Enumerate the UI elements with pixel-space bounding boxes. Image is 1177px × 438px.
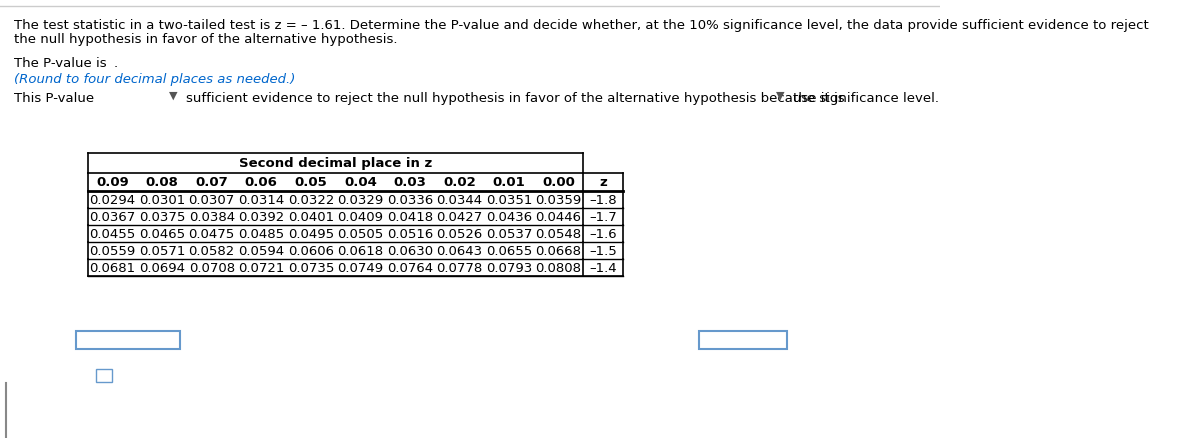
Text: 0.0336: 0.0336 bbox=[387, 194, 433, 207]
Text: 0.04: 0.04 bbox=[344, 176, 377, 189]
Text: 0.0465: 0.0465 bbox=[139, 227, 185, 240]
Text: 0.00: 0.00 bbox=[543, 176, 576, 189]
Text: 0.0322: 0.0322 bbox=[287, 194, 334, 207]
Text: 0.0559: 0.0559 bbox=[89, 244, 135, 258]
Text: The test statistic in a two-tailed test is z = – 1.61. Determine the P-value and: The test statistic in a two-tailed test … bbox=[14, 19, 1149, 32]
Bar bbox=[699, 331, 787, 349]
Text: ▼: ▼ bbox=[777, 91, 785, 101]
Text: 0.07: 0.07 bbox=[195, 176, 228, 189]
Text: Second decimal place in z: Second decimal place in z bbox=[239, 157, 432, 170]
Text: 0.0594: 0.0594 bbox=[238, 244, 285, 258]
Bar bbox=[75, 331, 180, 349]
Text: 0.0571: 0.0571 bbox=[139, 244, 186, 258]
Text: 0.0655: 0.0655 bbox=[486, 244, 532, 258]
Text: 0.0344: 0.0344 bbox=[437, 194, 483, 207]
Text: sufficient evidence to reject the null hypothesis in favor of the alternative hy: sufficient evidence to reject the null h… bbox=[186, 92, 845, 105]
Text: This P-value: This P-value bbox=[14, 92, 94, 105]
Text: 0.0495: 0.0495 bbox=[287, 227, 334, 240]
Text: 0.0735: 0.0735 bbox=[287, 261, 334, 274]
Text: 0.0446: 0.0446 bbox=[536, 211, 581, 223]
Text: (Round to four decimal places as needed.): (Round to four decimal places as needed.… bbox=[14, 73, 295, 86]
Text: 0.0618: 0.0618 bbox=[338, 244, 384, 258]
Text: 0.0505: 0.0505 bbox=[338, 227, 384, 240]
Text: 0.0606: 0.0606 bbox=[288, 244, 334, 258]
Text: 0.08: 0.08 bbox=[146, 176, 179, 189]
Text: 0.0808: 0.0808 bbox=[536, 261, 581, 274]
Text: 0.0721: 0.0721 bbox=[238, 261, 285, 274]
Text: 0.0392: 0.0392 bbox=[238, 211, 285, 223]
Text: 0.0294: 0.0294 bbox=[89, 194, 135, 207]
Text: –1.4: –1.4 bbox=[590, 261, 617, 274]
Text: 0.0401: 0.0401 bbox=[287, 211, 334, 223]
Text: 0.01: 0.01 bbox=[493, 176, 525, 189]
Text: 0.0630: 0.0630 bbox=[387, 244, 433, 258]
Text: 0.0301: 0.0301 bbox=[139, 194, 185, 207]
Text: 0.05: 0.05 bbox=[294, 176, 327, 189]
Text: 0.0455: 0.0455 bbox=[89, 227, 135, 240]
Text: 0.0375: 0.0375 bbox=[139, 211, 186, 223]
Text: 0.0749: 0.0749 bbox=[338, 261, 384, 274]
Text: the null hypothesis in favor of the alternative hypothesis.: the null hypothesis in favor of the alte… bbox=[14, 33, 398, 46]
Text: 0.0778: 0.0778 bbox=[437, 261, 483, 274]
Text: 0.0307: 0.0307 bbox=[188, 194, 235, 207]
Text: 0.0694: 0.0694 bbox=[139, 261, 185, 274]
Text: .: . bbox=[113, 57, 118, 70]
Text: –1.8: –1.8 bbox=[590, 194, 617, 207]
Text: 0.06: 0.06 bbox=[245, 176, 278, 189]
Text: 0.0708: 0.0708 bbox=[188, 261, 234, 274]
Text: 0.0475: 0.0475 bbox=[188, 227, 235, 240]
Text: ▼: ▼ bbox=[169, 91, 178, 101]
Text: 0.0409: 0.0409 bbox=[338, 211, 384, 223]
Text: 0.0643: 0.0643 bbox=[437, 244, 483, 258]
Text: 0.0418: 0.0418 bbox=[387, 211, 433, 223]
Text: 0.09: 0.09 bbox=[97, 176, 129, 189]
Text: 0.0329: 0.0329 bbox=[338, 194, 384, 207]
Text: 0.0351: 0.0351 bbox=[486, 194, 532, 207]
Text: 0.03: 0.03 bbox=[393, 176, 426, 189]
Text: 0.0537: 0.0537 bbox=[486, 227, 532, 240]
Text: 0.0526: 0.0526 bbox=[437, 227, 483, 240]
Text: 0.0668: 0.0668 bbox=[536, 244, 581, 258]
Text: 0.02: 0.02 bbox=[443, 176, 476, 189]
Text: –1.6: –1.6 bbox=[590, 227, 617, 240]
Text: –1.7: –1.7 bbox=[590, 211, 617, 223]
Text: 0.0582: 0.0582 bbox=[188, 244, 235, 258]
Bar bbox=[95, 369, 112, 382]
Text: 0.0681: 0.0681 bbox=[89, 261, 135, 274]
Text: 0.0764: 0.0764 bbox=[387, 261, 433, 274]
Text: the significance level.: the significance level. bbox=[793, 92, 939, 105]
Text: z: z bbox=[599, 176, 607, 189]
Text: 0.0436: 0.0436 bbox=[486, 211, 532, 223]
Text: The P-value is: The P-value is bbox=[14, 57, 107, 70]
Text: 0.0367: 0.0367 bbox=[89, 211, 135, 223]
Text: 0.0485: 0.0485 bbox=[238, 227, 285, 240]
Text: 0.0359: 0.0359 bbox=[536, 194, 581, 207]
Text: –1.5: –1.5 bbox=[590, 244, 617, 258]
Text: 0.0427: 0.0427 bbox=[437, 211, 483, 223]
Text: 0.0516: 0.0516 bbox=[387, 227, 433, 240]
Text: 0.0548: 0.0548 bbox=[536, 227, 581, 240]
Text: 0.0793: 0.0793 bbox=[486, 261, 532, 274]
Text: 0.0314: 0.0314 bbox=[238, 194, 285, 207]
Text: 0.0384: 0.0384 bbox=[188, 211, 234, 223]
